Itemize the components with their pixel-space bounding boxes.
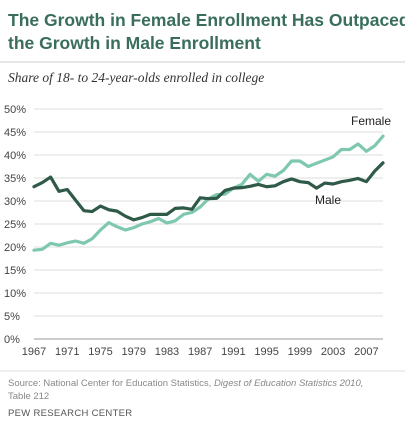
y-tick-label: 10% <box>4 288 26 300</box>
y-gridlines <box>34 108 383 340</box>
y-tick-label: 5% <box>4 311 20 323</box>
y-tick-label: 20% <box>4 242 26 254</box>
chart-subtitle: Share of 18- to 24-year-olds enrolled in… <box>8 70 264 85</box>
pew-credit: PEW RESEARCH CENTER <box>8 408 132 419</box>
x-tick-labels: 1967 1971 1975 1979 1983 1987 1991 1995 1999 2003… <box>22 346 379 358</box>
chart-title-line-2: the Growth in Male Enrollment <box>8 33 261 53</box>
y-tick-label: 40% <box>4 150 26 162</box>
y-tick-label: 50% <box>4 104 26 116</box>
series-lines <box>32 134 385 252</box>
x-tick-label: 1995 <box>254 346 278 358</box>
y-tick-label: 15% <box>4 265 26 277</box>
x-tick-label: 1987 <box>188 346 212 358</box>
x-tick-label: 1999 <box>288 346 312 358</box>
chart-title-line-1: The Growth in Female Enrollment Has Outp… <box>8 10 405 30</box>
x-tick-label: 2003 <box>321 346 345 358</box>
x-tick-label: 1971 <box>55 346 79 358</box>
source-note-line-1: Source: National Center for Education St… <box>8 378 363 389</box>
y-tick-label: 0% <box>4 334 20 346</box>
series-label-male: Male <box>315 193 341 207</box>
series-line-male <box>32 161 385 222</box>
x-tick-label: 1975 <box>88 346 112 358</box>
x-tick-label: 1983 <box>155 346 179 358</box>
y-tick-label: 35% <box>4 173 26 185</box>
x-tick-label: 1967 <box>22 346 46 358</box>
x-tick-label: 2007 <box>354 346 378 358</box>
series-label-female: Female <box>351 114 391 128</box>
y-tick-labels: 0% 5% 10% 15% 20% 25% 30% 35% 40% 45% 50% <box>4 104 26 346</box>
y-tick-label: 30% <box>4 196 26 208</box>
source-prefix: Source: National Center for Education St… <box>8 378 211 389</box>
source-publication: Digest of Education Statistics 2010, <box>214 378 363 389</box>
y-tick-label: 25% <box>4 219 26 231</box>
x-tick-label: 1979 <box>121 346 145 358</box>
source-note-line-2: Table 212 <box>8 391 49 402</box>
y-tick-label: 45% <box>4 127 26 139</box>
x-tick-label: 1991 <box>221 346 245 358</box>
